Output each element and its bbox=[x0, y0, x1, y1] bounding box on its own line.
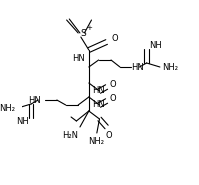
Text: NH₂: NH₂ bbox=[88, 137, 104, 146]
Text: H₂N: H₂N bbox=[62, 131, 78, 140]
Text: S: S bbox=[81, 28, 86, 38]
Text: NH: NH bbox=[16, 117, 28, 127]
Text: HN: HN bbox=[92, 100, 105, 108]
Text: HN: HN bbox=[72, 53, 85, 63]
Text: NH₂: NH₂ bbox=[163, 63, 179, 71]
Text: O: O bbox=[109, 80, 116, 88]
Text: +: + bbox=[86, 25, 92, 31]
Text: HN: HN bbox=[28, 95, 41, 105]
Text: O: O bbox=[111, 33, 118, 43]
Text: O: O bbox=[109, 93, 116, 102]
Text: NH: NH bbox=[149, 41, 162, 50]
Text: NH₂: NH₂ bbox=[0, 103, 15, 112]
Text: O: O bbox=[105, 131, 112, 140]
Text: HN: HN bbox=[132, 63, 144, 71]
Text: HN: HN bbox=[92, 85, 105, 95]
